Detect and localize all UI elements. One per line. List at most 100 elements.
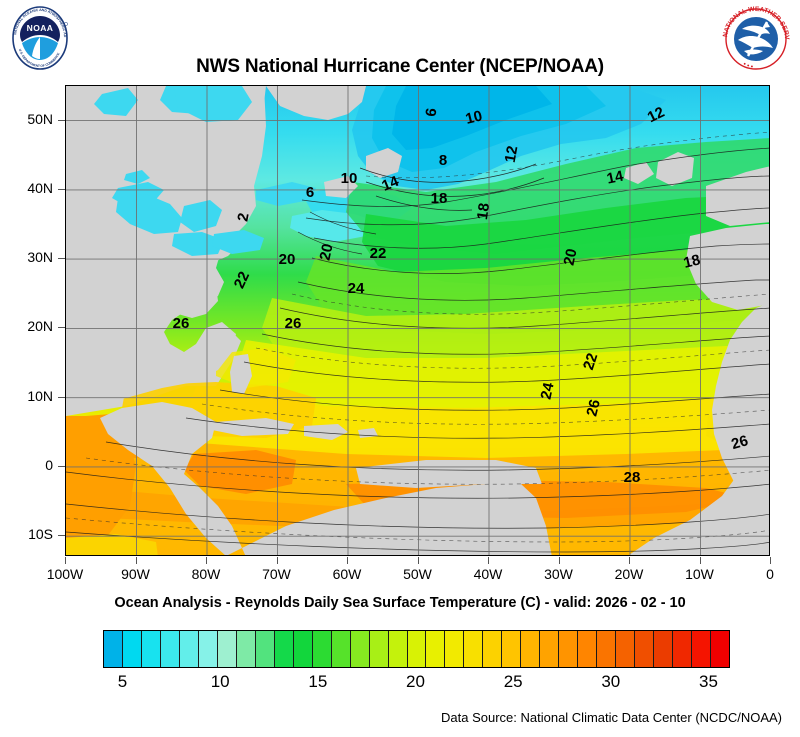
y-axis-label: 40N [27,179,53,196]
colorbar-cell [369,631,389,667]
colorbar-cell [388,631,408,667]
x-axis-label: 30W [544,566,573,582]
contour-label: 18 [431,190,448,207]
colorbar-cell [160,631,180,667]
x-axis-tick [488,557,489,564]
colorbar-cell [464,631,484,667]
colorbar-cell [521,631,541,667]
svg-text:• • •: • • • [742,61,755,71]
x-axis-tick [276,557,278,564]
contour-label: 12 [645,104,667,127]
contour-label: 2 [234,212,252,223]
sst-map[interactable]: 6 10 14 2 20 20 22 22 24 26 26 6 10 12 12 8 14 18 18 20 18 22… [65,85,770,556]
y-axis-tick [58,188,65,190]
svg-text:NOAA: NOAA [27,23,54,33]
contour-label: 26 [285,315,302,332]
colorbar-cell [502,631,522,667]
colorbar-cell [540,631,560,667]
x-axis-tick [347,557,348,564]
x-axis-label: 80W [191,566,221,582]
contour-label: 10 [464,107,484,128]
data-source-note: Data Source: National Climatic Data Cent… [441,710,782,725]
colorbar-tick-label: 15 [308,672,328,691]
contour-label: 22 [231,269,253,291]
contour-label: 10 [341,170,358,187]
x-axis-label: 40W [473,566,503,582]
contour-label: 6 [423,107,441,118]
colorbar[interactable] [103,630,730,668]
colorbar-cell [426,631,446,667]
contour-label: 14 [605,167,625,187]
contour-label: 28 [624,469,641,486]
colorbar-tick-label: 25 [503,672,523,691]
contour-label: 8 [439,152,447,169]
x-axis-tick [65,557,66,564]
colorbar-cell [198,631,218,667]
contour-label: 26 [729,432,750,453]
contour-label-layer: 6 10 14 2 20 20 22 22 24 26 26 6 10 12 12 8 14 18 18 20 18 22… [173,104,750,486]
x-axis-tick [770,557,771,564]
y-axis-label: 20N [27,318,53,335]
colorbar-cell [236,631,256,667]
colorbar-cell [673,631,693,667]
x-axis-tick [558,557,560,564]
y-axis-label: 50N [27,110,53,127]
contour-label: 18 [474,202,493,221]
colorbar-cell [331,631,351,667]
map-subtitle: Ocean Analysis - Reynolds Daily Sea Surf… [114,595,686,611]
colorbar-cell [616,631,636,667]
y-axis-tick [58,258,65,260]
contour-label: 24 [538,380,558,400]
contour-label: 18 [682,251,702,272]
y-axis-tick [58,396,65,398]
contour-label: 24 [348,280,365,297]
x-axis-label: 70W [262,566,291,582]
colorbar-cell [578,631,598,667]
colorbar-cell [483,631,503,667]
colorbar-cell [654,631,674,667]
x-axis-label: 90W [121,566,150,582]
colorbar-tick-label: 5 [117,672,128,691]
contour-label: 20 [317,242,337,262]
x-axis-label: 50W [403,566,432,582]
y-axis-tick [58,465,65,467]
x-axis-tick [629,557,630,564]
national-weather-service-logo: NATIONAL WEATHER SERVICE • • • [716,0,794,78]
colorbar-tick-label: 30 [601,672,621,691]
x-axis-label: 0 [766,566,774,582]
colorbar-cell [692,631,711,667]
x-axis-tick [206,557,207,564]
y-axis-tick [58,327,65,329]
y-axis-tick [58,119,65,121]
x-axis-tick [135,557,137,564]
x-axis-tick [699,557,701,564]
colorbar-cell [407,631,427,667]
colorbar-tick-label: 20 [406,672,425,691]
colorbar-cell [179,631,199,667]
y-axis-label: 30N [27,249,53,266]
y-axis-label: 10S [28,526,53,543]
y-axis-tick [58,535,65,537]
x-axis-label: 10W [685,566,714,582]
colorbar-cell [217,631,237,667]
x-axis-label: 100W [46,566,84,582]
colorbar-tick-label: 10 [210,672,230,691]
colorbar-cell [711,631,729,667]
colorbar-cell [445,631,465,667]
contour-label: 22 [580,351,601,372]
contour-label: 14 [379,173,401,195]
x-axis-label: 20W [614,566,644,582]
contour-label: 22 [370,245,387,262]
contour-label: 20 [561,247,581,267]
contour-label: 26 [173,315,190,332]
x-axis-tick [417,557,419,564]
colorbar-cell [350,631,370,667]
colorbar-cell [141,631,161,667]
colorbar-cell [312,631,332,667]
contour-label: 20 [279,251,296,268]
colorbar-cell [293,631,313,667]
contour-label: 6 [306,184,314,201]
y-axis-label: 10N [27,387,53,404]
contour-label: 26 [583,398,604,418]
colorbar-cell [597,631,617,667]
